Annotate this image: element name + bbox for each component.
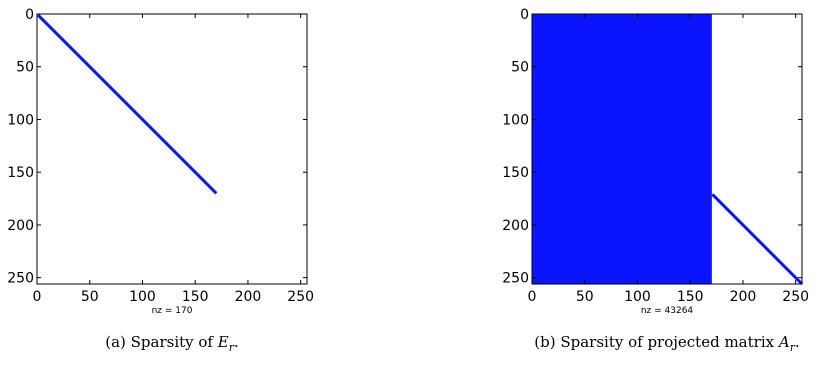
caption-symbol: A [777,333,790,351]
x-tick-label: 250 [287,289,314,305]
caption-period: . [234,333,239,351]
figure-caption-b: (b) Sparsity of projected matrix Ar. [534,333,799,354]
diagonal-nonzeros [36,13,218,195]
nonzero-count-label: nz = 170 [152,306,193,316]
panel-b: 0 50 100 150 200 250 0 50 100 150 200 250 nz = 43264… [502,7,809,354]
x-tick-label: 150 [677,289,704,305]
y-tick-label: 50 [511,60,529,76]
y-tick-label: 150 [7,165,34,181]
dense-block-region [532,14,712,285]
caption-subscript: r [229,341,235,354]
y-tick-label: 200 [7,218,34,234]
caption-symbol: E [217,333,229,351]
x-tick-label: 200 [730,289,757,305]
nonzero-count-label: nz = 43264 [641,306,694,316]
x-tick-label: 0 [528,289,537,305]
panel-a: 0 50 100 150 200 250 0 50 100 150 200 250 nz = 170 (a… [7,7,314,354]
x-tick-label: 100 [129,289,156,305]
y-tick-label: 0 [25,7,34,23]
y-tick-label: 100 [502,112,529,128]
caption-text: (b) Sparsity of projected matrix [534,333,779,351]
caption-period: . [795,333,800,351]
x-tick-label: 100 [624,289,651,305]
y-tick-label: 250 [7,271,34,287]
axes-frame-a [36,13,308,285]
x-tick-label: 250 [782,289,809,305]
y-tick-label: 50 [16,60,34,76]
y-tick-label: 0 [520,7,529,23]
diagonal-nonzeros [711,193,804,286]
y-tick-label: 250 [502,271,529,287]
caption-subscript: r [790,341,796,354]
x-tick-label: 50 [81,289,99,305]
x-tick-label: 50 [576,289,594,305]
y-tick-label: 150 [502,165,529,181]
figure-caption-a: (a) Sparsity of Er. [105,333,239,354]
y-tick-label: 100 [7,112,34,128]
caption-text: (a) Sparsity of [105,333,218,351]
y-tick-label: 200 [502,218,529,234]
x-tick-label: 0 [33,289,42,305]
x-tick-label: 200 [235,289,262,305]
x-tick-label: 150 [182,289,209,305]
axes-frame-b [531,13,803,285]
